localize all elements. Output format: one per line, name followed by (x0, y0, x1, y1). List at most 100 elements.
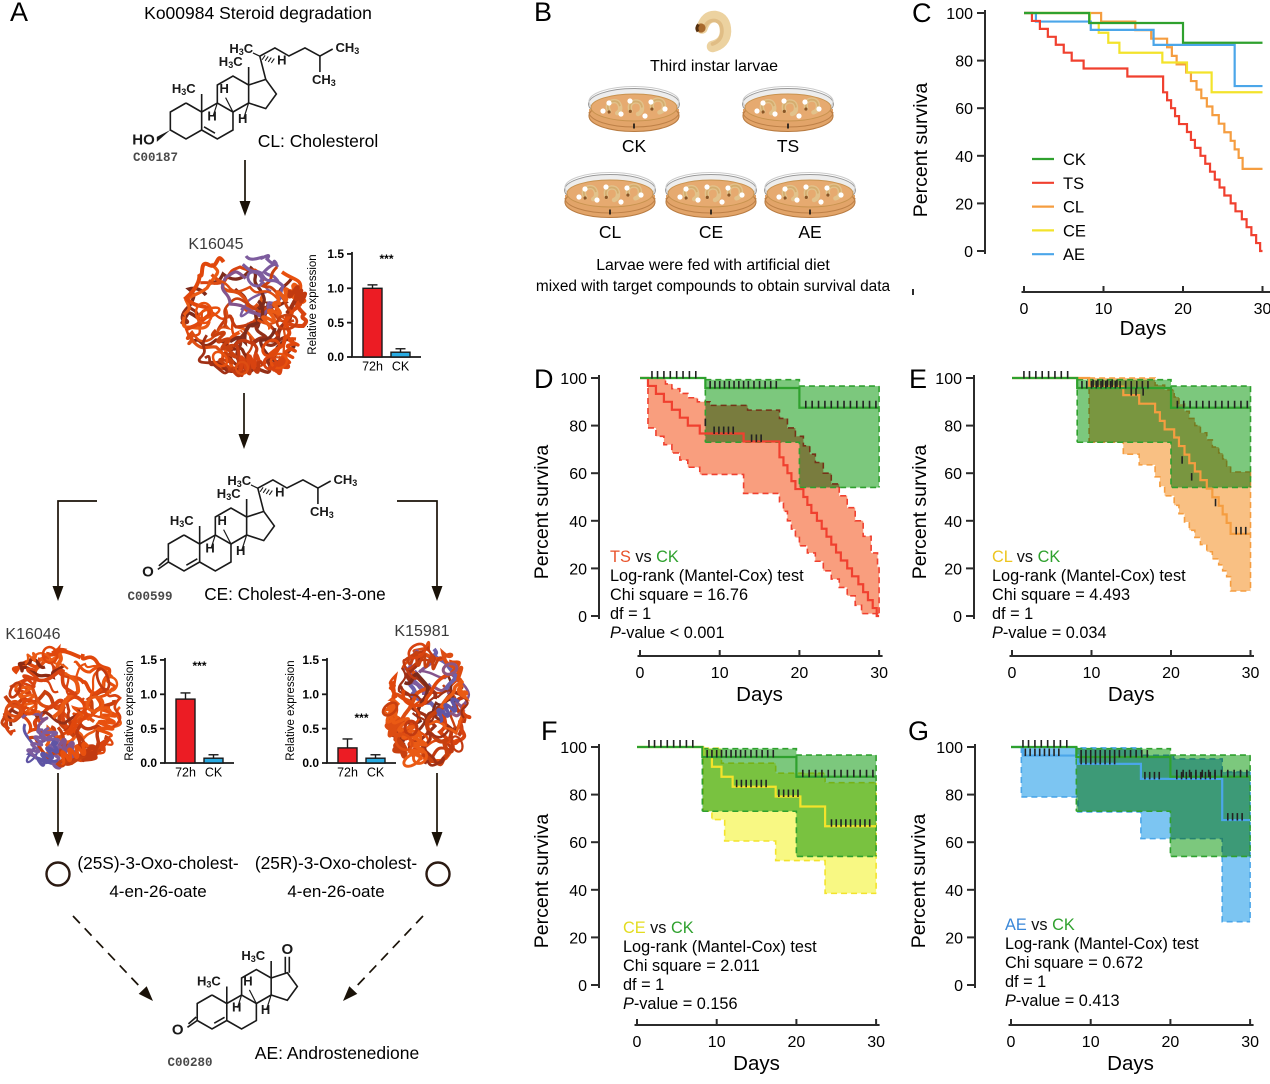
svg-text:CE: Cholest-4-en-3-one: CE: Cholest-4-en-3-one (204, 584, 386, 604)
svg-text:1.0: 1.0 (140, 688, 157, 702)
svg-text:Log-rank (Mantel-Cox) test: Log-rank (Mantel-Cox) test (992, 567, 1186, 585)
svg-text:Percent surviva: Percent surviva (910, 83, 932, 218)
svg-text:4-en-26-oate: 4-en-26-oate (109, 882, 206, 901)
svg-text:20: 20 (791, 665, 809, 682)
svg-text:0: 0 (633, 1034, 642, 1051)
svg-text:***: *** (354, 711, 368, 725)
svg-text:0: 0 (636, 665, 645, 682)
svg-text:K16046: K16046 (5, 626, 60, 643)
svg-text:CH3: CH3 (310, 504, 334, 520)
svg-text:60: 60 (569, 466, 587, 483)
svg-text:100: 100 (946, 6, 973, 23)
svg-text:Third instar larvae: Third instar larvae (650, 58, 778, 75)
svg-text:80: 80 (569, 419, 587, 436)
svg-text:Chi square = 4.493: Chi square = 4.493 (992, 586, 1130, 604)
svg-text:10: 10 (1082, 1034, 1100, 1051)
svg-text:CL: CL (1063, 199, 1084, 217)
svg-text:100: 100 (560, 371, 587, 388)
svg-text:O: O (142, 563, 154, 580)
svg-text:H: H (205, 541, 214, 556)
svg-text:H3C: H3C (197, 974, 221, 990)
svg-text:HO: HO (132, 131, 155, 148)
svg-text:G: G (908, 716, 929, 746)
svg-text:0.0: 0.0 (140, 756, 157, 770)
svg-text:df = 1: df = 1 (992, 605, 1033, 623)
svg-text:CH3: CH3 (312, 72, 336, 88)
svg-text:H: H (218, 513, 227, 528)
svg-text:1.0: 1.0 (327, 282, 344, 296)
svg-text:K16045: K16045 (188, 236, 243, 253)
svg-text:20: 20 (955, 196, 973, 213)
svg-text:E: E (909, 364, 927, 394)
svg-text:10: 10 (711, 665, 729, 682)
svg-text:100: 100 (935, 371, 962, 388)
svg-text:CK: CK (205, 766, 223, 780)
svg-text:df = 1: df = 1 (623, 976, 664, 994)
svg-text:H: H (243, 974, 252, 989)
svg-text:100: 100 (936, 740, 963, 757)
svg-text:20: 20 (944, 561, 962, 578)
svg-text:H3C: H3C (219, 54, 243, 70)
svg-text:CE: CE (699, 222, 723, 242)
svg-text:TS: TS (777, 136, 799, 156)
svg-text:Days: Days (736, 683, 783, 706)
svg-text:0: 0 (953, 609, 962, 626)
svg-text:Chi square = 0.672: Chi square = 0.672 (1005, 954, 1143, 972)
svg-text:H3C: H3C (217, 486, 241, 502)
svg-text:CE vs CK: CE vs CK (623, 919, 694, 937)
svg-text:20: 20 (569, 561, 587, 578)
svg-text:Log-rank (Mantel-Cox) test: Log-rank (Mantel-Cox) test (1005, 935, 1199, 953)
svg-text:H3C: H3C (229, 41, 253, 57)
svg-text:TS: TS (1063, 175, 1084, 193)
svg-text:CH3: CH3 (334, 472, 358, 488)
svg-text:30: 30 (1242, 665, 1260, 682)
svg-text:CH3: CH3 (336, 40, 360, 56)
svg-text:0.5: 0.5 (327, 316, 344, 330)
svg-text:40: 40 (569, 514, 587, 531)
svg-text:40: 40 (955, 149, 973, 166)
svg-text:df = 1: df = 1 (610, 605, 651, 623)
svg-text:30: 30 (870, 665, 888, 682)
svg-text:CK: CK (622, 136, 647, 156)
svg-text:60: 60 (945, 835, 963, 852)
svg-text:H3C: H3C (241, 948, 265, 964)
svg-text:Chi square = 16.76: Chi square = 16.76 (610, 586, 748, 604)
svg-text:AE vs CK: AE vs CK (1005, 916, 1075, 934)
svg-text:P-value = 0.156: P-value = 0.156 (623, 995, 738, 1013)
svg-text:10: 10 (1095, 301, 1113, 318)
svg-text:Days: Days (1108, 683, 1155, 706)
svg-text:Days: Days (1107, 1052, 1154, 1075)
svg-text:Percent surviva: Percent surviva (908, 814, 930, 949)
svg-text:O: O (281, 941, 293, 958)
svg-text:CK: CK (367, 766, 385, 780)
svg-text:A: A (10, 0, 28, 27)
svg-text:Log-rank (Mantel-Cox) test: Log-rank (Mantel-Cox) test (610, 567, 804, 585)
svg-text:0.5: 0.5 (140, 722, 157, 736)
svg-text:H3C: H3C (172, 81, 196, 97)
svg-text:1.5: 1.5 (327, 247, 344, 261)
svg-text:0: 0 (578, 978, 587, 995)
svg-text:40: 40 (945, 883, 963, 900)
svg-text:CE: CE (1063, 222, 1086, 240)
svg-text:F: F (541, 716, 558, 746)
svg-text:AE: AE (1063, 246, 1085, 264)
svg-text:O: O (172, 1021, 184, 1038)
svg-text:Ko00984 Steroid degradation: Ko00984 Steroid degradation (144, 3, 372, 23)
svg-text:72h: 72h (175, 766, 196, 780)
svg-text:C00280: C00280 (167, 1056, 212, 1070)
svg-text:20: 20 (1174, 301, 1192, 318)
svg-text:CK: CK (392, 360, 410, 374)
svg-text:0: 0 (1020, 301, 1029, 318)
svg-text:(25S)-3-Oxo-cholest-: (25S)-3-Oxo-cholest- (77, 853, 238, 873)
svg-text:***: *** (192, 659, 206, 673)
svg-text:80: 80 (945, 788, 963, 805)
svg-text:P-value = 0.034: P-value = 0.034 (992, 624, 1107, 642)
svg-text:Log-rank (Mantel-Cox) test: Log-rank (Mantel-Cox) test (623, 938, 817, 956)
svg-text:C00187: C00187 (133, 151, 178, 165)
svg-text:0.5: 0.5 (302, 722, 319, 736)
svg-text:Percent surviva: Percent surviva (531, 814, 553, 949)
svg-text:10: 10 (708, 1034, 726, 1051)
svg-text:20: 20 (945, 930, 963, 947)
svg-text:72h: 72h (362, 360, 383, 374)
svg-text:CL: CL (599, 222, 622, 242)
